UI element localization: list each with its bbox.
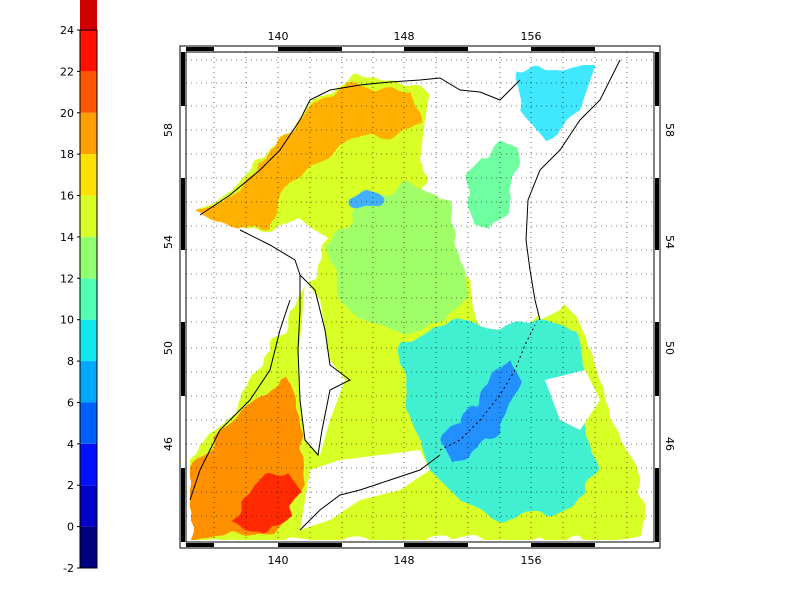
lat-label-right: 54 — [663, 235, 676, 249]
lat-label-right: 46 — [663, 437, 676, 451]
frame-band-segment — [404, 47, 468, 51]
map-frame — [179, 45, 661, 549]
colorbar-block — [80, 278, 97, 320]
colorbar-tick-label: 22 — [60, 65, 74, 78]
frame-band-segment — [181, 468, 185, 542]
colorbar-tick-label: 0 — [67, 521, 74, 534]
lat-labels-left: 58 54 50 46 — [162, 123, 175, 451]
lat-label-left: 50 — [162, 341, 175, 355]
colorbar-block — [80, 236, 97, 279]
colorbar-tick-label: 6 — [67, 396, 74, 409]
lon-label-top: 148 — [394, 30, 415, 43]
colorbar-block — [80, 361, 97, 403]
colorbar-tick-label: 4 — [67, 438, 74, 451]
frame-band-segment — [181, 322, 185, 396]
land-mask — [298, 52, 654, 530]
colorbar-block — [80, 485, 97, 527]
sst-region-northeast — [515, 65, 610, 140]
colorbar-block — [80, 154, 97, 196]
sst-region-east-green — [470, 140, 520, 230]
sst-region-hotspot — [235, 470, 300, 530]
colorbar-tick-label: 8 — [67, 355, 74, 368]
lon-label-top: 140 — [268, 30, 289, 43]
colorbar-block — [80, 195, 97, 237]
colorbar-block — [80, 319, 97, 362]
lon-labels-bottom: 140 148 156 — [268, 554, 542, 567]
land-sakhalin — [298, 280, 345, 455]
coastline-mainland-west — [189, 229, 301, 501]
lat-label-left: 46 — [162, 437, 175, 451]
lat-label-left: 58 — [162, 123, 175, 137]
frame-band-segment — [404, 543, 468, 547]
frame-band-segment — [278, 543, 342, 547]
frame-band-segment — [655, 52, 659, 106]
lon-label-bottom: 156 — [521, 554, 542, 567]
colorbar-block — [80, 71, 97, 113]
colorbar-blocks — [80, 0, 97, 568]
colorbar-block — [80, 526, 97, 568]
colorbar-block — [80, 402, 97, 444]
sst-field — [186, 52, 654, 542]
frame-band-segment — [186, 543, 214, 547]
lat-labels-right: 58 54 50 46 — [663, 123, 676, 451]
colorbar-tick-label: 14 — [60, 231, 74, 244]
colorbar-block — [80, 0, 97, 31]
lat-label-left: 54 — [162, 235, 175, 249]
frame-band-segment — [181, 178, 185, 250]
land-okhotsk-nodata-north — [420, 80, 500, 200]
frame-band-segment — [181, 52, 185, 106]
sst-region-cold-spot — [347, 189, 383, 211]
coastline-kamchatka — [525, 59, 621, 321]
colorbar-tick-label: 2 — [67, 479, 74, 492]
lon-labels-top: 140 148 156 — [268, 30, 542, 43]
lon-label-bottom: 140 — [268, 554, 289, 567]
colorbar-tick-label: 20 — [60, 107, 74, 120]
sst-region-central — [330, 185, 470, 330]
map-panel: 140 148 156 140 148 156 58 54 50 46 58 5… — [162, 30, 676, 567]
frame-band-segment — [531, 47, 595, 51]
colorbar-tick-label: 10 — [60, 314, 74, 327]
land-nodata-mid — [470, 240, 520, 320]
colorbar-tick-label: 16 — [60, 190, 74, 203]
sst-region-kuril-cold — [440, 360, 520, 465]
lon-label-bottom: 148 — [394, 554, 415, 567]
frame-band-segment — [655, 468, 659, 542]
coastlines — [189, 59, 621, 531]
colorbar-tick-label: 24 — [60, 24, 74, 37]
colorbar-block — [80, 112, 97, 155]
colorbar-block — [80, 443, 97, 486]
colorbar-block — [80, 30, 97, 72]
frame-band-segment — [655, 178, 659, 250]
colorbar-tick-label: 18 — [60, 148, 74, 161]
frame-band-segment — [186, 47, 214, 51]
coastline-sakhalin — [297, 273, 351, 457]
coastline-hokkaido — [299, 454, 441, 531]
frame-ticks — [181, 47, 659, 547]
frame-band-segment — [278, 47, 342, 51]
land-hokkaido — [300, 450, 430, 530]
lat-label-right: 58 — [663, 123, 676, 137]
colorbar-tick-label: -2 — [63, 562, 74, 575]
coastline-north — [199, 77, 521, 216]
lon-label-top: 156 — [521, 30, 542, 43]
colorbar-frame — [79, 29, 98, 569]
land-nodata-east — [545, 370, 600, 430]
grid-lines — [186, 52, 654, 542]
lat-label-right: 50 — [663, 341, 676, 355]
frame-band-segment — [655, 322, 659, 396]
colorbar-tick-label: 12 — [60, 272, 74, 285]
frame-band-segment — [531, 543, 595, 547]
land-kamchatka — [525, 52, 654, 320]
